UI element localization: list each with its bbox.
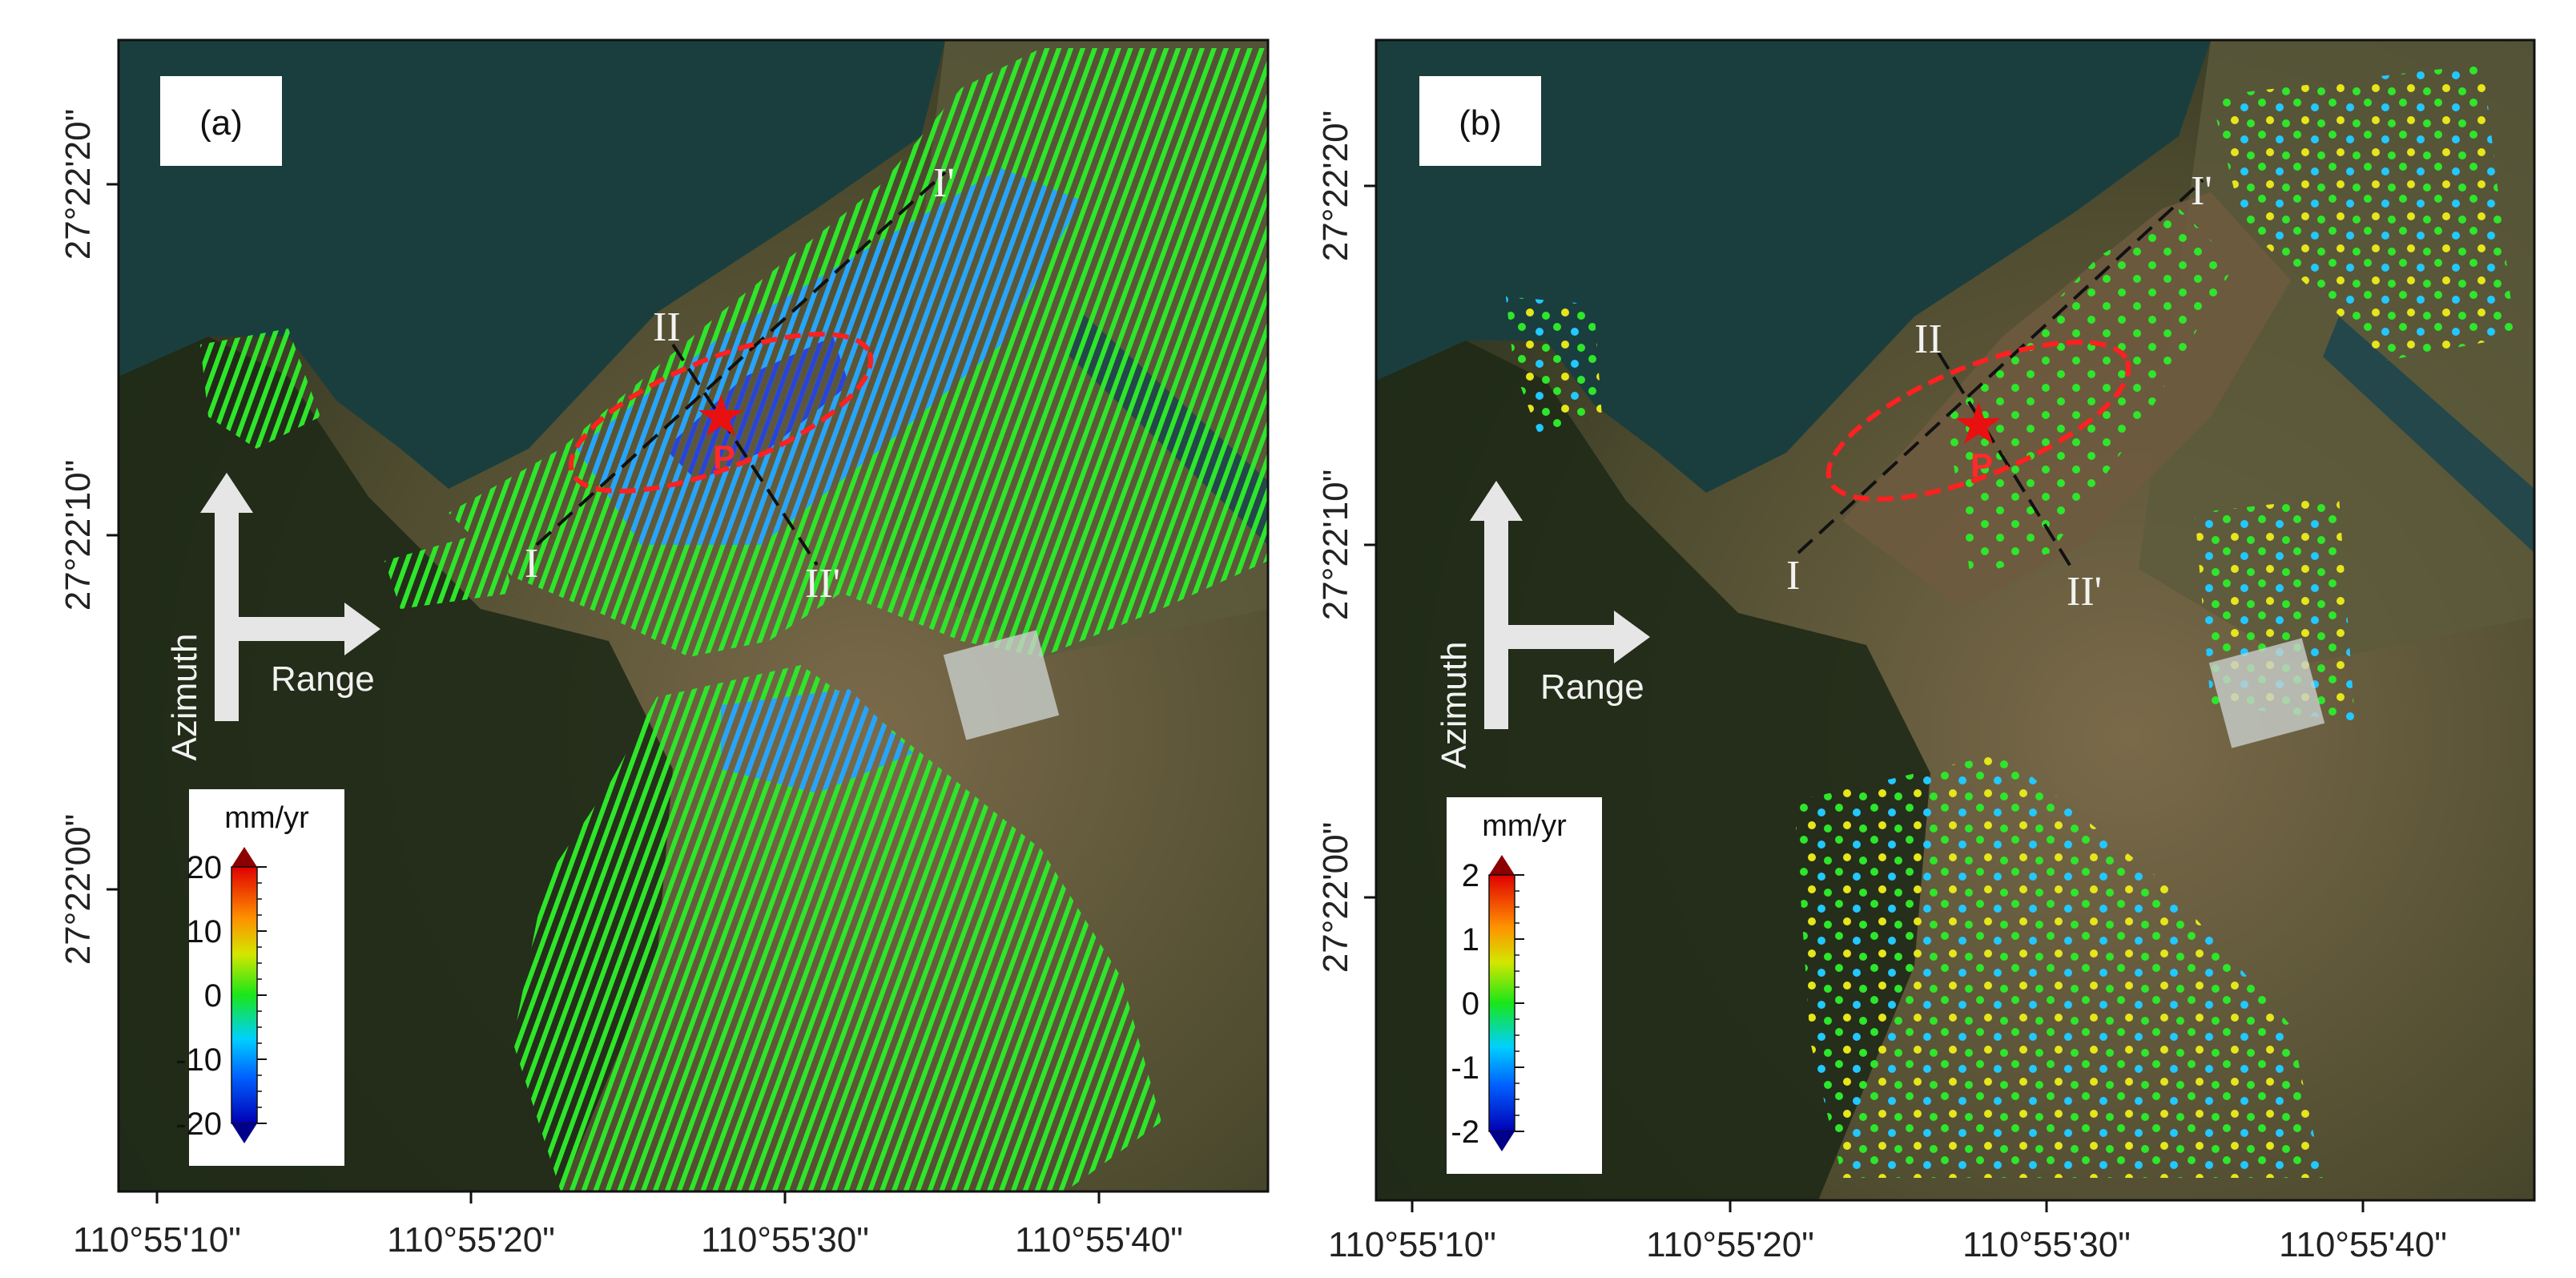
range-shaft	[239, 617, 348, 641]
colorbar-tick-label: 10	[187, 914, 223, 949]
x-tick-label: 110°55'20"	[1646, 1225, 1814, 1264]
factory-roof	[943, 630, 1060, 740]
range-label: Range	[271, 659, 375, 699]
colorbar-tick-label: 2	[1462, 858, 1479, 893]
colorbar-tick-label: -2	[1451, 1115, 1479, 1150]
profile-label-i: I	[1786, 553, 1800, 599]
profile-label-ii: II	[1914, 316, 1942, 362]
ps-coverage-west	[200, 329, 320, 449]
orientation-arrows: Azimuth Range	[1435, 481, 1650, 768]
profile-line-i	[535, 171, 947, 546]
profile-label-ii-prime: II'	[805, 561, 840, 607]
panel-label-box	[1419, 76, 1541, 166]
y-axis-a: 27°22'20" 27°22'10" 27°22'00"	[58, 109, 119, 965]
panel-label-box	[160, 76, 282, 166]
colorbar-extend-top	[1489, 855, 1515, 875]
colorbar-tick-label: 20	[187, 850, 223, 885]
colorbar-tick-label: 1	[1462, 922, 1479, 957]
azimuth-label: Azimuth	[1435, 642, 1474, 769]
range-arrow-icon	[344, 603, 380, 655]
azimuth-label: Azimuth	[165, 634, 204, 761]
panel-label: (b)	[1459, 103, 1502, 143]
ps-points-west	[1506, 296, 1602, 433]
ps-points-village	[1794, 753, 2323, 1178]
profile-label-ii-prime: II'	[2067, 569, 2102, 615]
x-axis-a: 110°55'10" 110°55'20" 110°55'30" 110°55'…	[73, 1191, 1183, 1260]
subsidence-ellipse	[568, 332, 874, 494]
y-tick-label: 27°22'10"	[1316, 470, 1355, 620]
y-tick-label: 27°22'20"	[58, 109, 98, 260]
colorbar-b: mm/yr 2 1 0 -1 -2	[1447, 797, 1602, 1174]
colorbar-tick-label: 0	[204, 978, 222, 1014]
colorbar-extend-bottom	[231, 1123, 257, 1143]
subsidence-ellipse	[1825, 340, 2131, 502]
x-tick-label: 110°55'20"	[387, 1220, 555, 1260]
profile-label-i: I	[525, 541, 538, 587]
ps-coverage-south	[513, 665, 1161, 1191]
colorbar-tick-label: -10	[175, 1042, 222, 1078]
colorbar-extend-bottom	[1489, 1131, 1515, 1151]
profile-line-ii	[671, 343, 819, 566]
colorbar-gradient	[1488, 874, 1515, 1132]
colorbar-ticks: 2 1 0 -1 -2	[1451, 858, 1524, 1150]
y-axis-b: 27°22'20" 27°22'10" 27°22'00"	[1316, 111, 1376, 973]
range-arrow-icon	[1614, 611, 1650, 663]
x-axis-b: 110°55'10" 110°55'20" 110°55'30" 110°55'…	[1328, 1200, 2447, 1264]
star-icon	[698, 394, 743, 436]
range-shaft	[1508, 625, 1618, 649]
ps-deep-subsidence	[665, 337, 849, 481]
x-tick-label: 110°55'10"	[73, 1220, 241, 1260]
point-label: P	[713, 438, 735, 476]
colorbar-background	[189, 789, 344, 1166]
panel-label: (a)	[199, 103, 243, 143]
azimuth-arrow-icon	[1470, 481, 1523, 521]
colorbar-tick-label: 0	[1462, 986, 1479, 1022]
azimuth-arrow-icon	[200, 473, 253, 513]
y-tick-label: 27°22'00"	[58, 814, 98, 965]
x-tick-label: 110°55'30"	[1962, 1225, 2131, 1264]
panel-b: P I I' II II' Azimuth Range (b) mm/yr	[1316, 38, 2536, 1264]
map-b: P I I' II II' Azimuth Range (b) mm/yr	[1376, 40, 2534, 1200]
colorbar-extend-top	[231, 847, 257, 867]
colorbar-tick-label: -1	[1451, 1050, 1479, 1086]
ps-points-northeast	[2211, 64, 2515, 361]
map-a: P I I' II II' Azimuth Range (a) mm/yr	[119, 40, 1268, 1191]
range-label: Range	[1540, 667, 1644, 707]
map-frame-a	[117, 38, 1270, 1193]
x-tick-label: 110°55'40"	[1015, 1220, 1183, 1260]
colorbar-unit: mm/yr	[1482, 809, 1567, 843]
point-label: P	[1970, 446, 1993, 484]
colorbar-gradient	[231, 866, 258, 1124]
x-tick-label: 110°55'10"	[1328, 1225, 1496, 1264]
azimuth-shaft	[215, 509, 239, 721]
y-tick-label: 27°22'20"	[1316, 111, 1355, 261]
y-tick-label: 27°22'00"	[1316, 822, 1355, 973]
x-tick-label: 110°55'30"	[701, 1220, 869, 1260]
profile-label-i-prime: I'	[2191, 168, 2212, 214]
orientation-arrows: Azimuth Range	[165, 473, 380, 760]
star-icon	[1956, 402, 2001, 444]
colorbar-background	[1447, 797, 1602, 1174]
panel-a: P I I' II II' Azimuth Range (a) mm/yr	[58, 38, 1270, 1260]
ps-coverage-spur	[384, 529, 513, 609]
profile-line-i	[1797, 179, 2204, 554]
colorbar-a: mm/yr 20 10 0 -10 -20	[175, 789, 344, 1166]
x-tick-label: 110°55'40"	[2279, 1225, 2447, 1264]
canal	[2323, 316, 2534, 553]
colorbar-unit: mm/yr	[224, 801, 309, 835]
factory-roof	[2208, 638, 2325, 748]
map-frame-b	[1375, 38, 2536, 1202]
colorbar-tick-label: -20	[175, 1107, 222, 1142]
azimuth-shaft	[1484, 517, 1508, 729]
profile-label-ii: II	[653, 304, 681, 350]
ps-blue-south	[721, 689, 913, 793]
colorbar-ticks: 20 10 0 -10 -20	[175, 850, 267, 1142]
y-tick-label: 27°22'10"	[58, 460, 98, 611]
profile-line-ii	[1937, 351, 2076, 574]
profile-label-i-prime: I'	[933, 160, 955, 206]
reservoir-water	[119, 40, 945, 489]
